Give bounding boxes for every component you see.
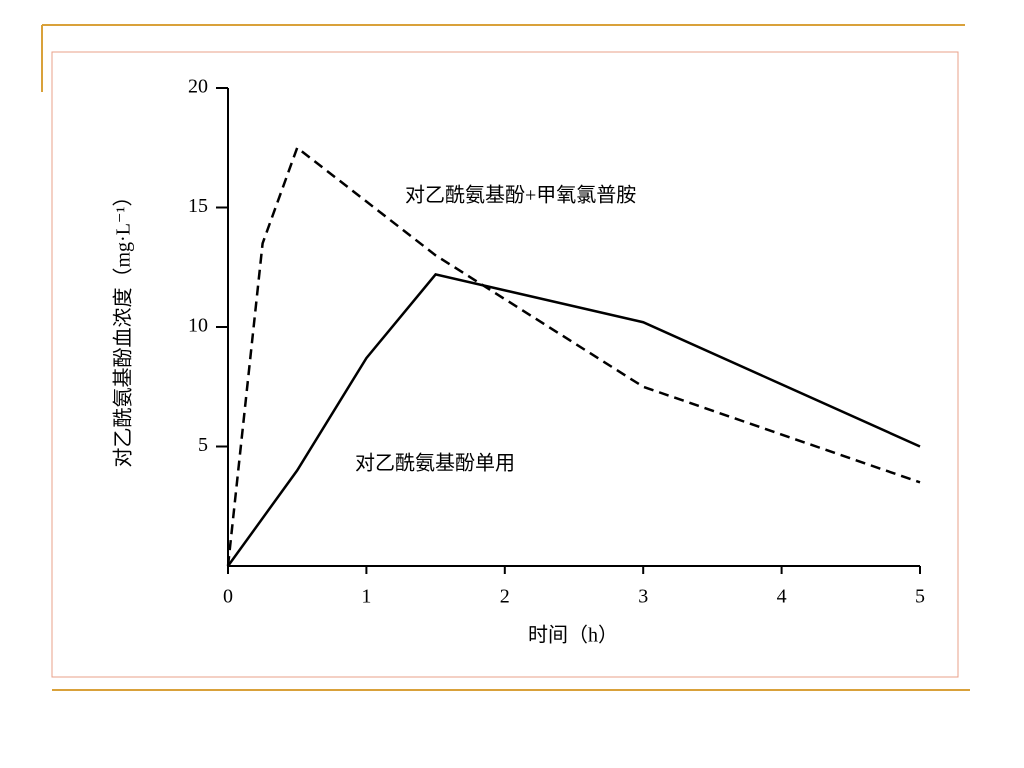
x-axis-label: 时间（h） [528, 624, 618, 647]
x-tick-label: 0 [223, 586, 233, 608]
x-tick-label: 2 [500, 586, 510, 608]
y-tick-label: 15 [188, 195, 208, 217]
series-line [226, 273, 921, 567]
chart-frame [51, 51, 959, 678]
series-label: 对乙酰氨基酚单用 [355, 452, 515, 475]
series-label: 对乙酰氨基酚+甲氧氯普胺 [405, 184, 636, 207]
y-tick-label: 10 [188, 315, 208, 337]
x-tick-label: 3 [638, 586, 648, 608]
y-axis-label: 对乙酰氨基酚血浓度（mg·L⁻¹） [112, 187, 135, 468]
series-line [226, 145, 921, 567]
x-tick-label: 1 [361, 586, 371, 608]
x-tick-label: 4 [777, 586, 787, 608]
x-tick-label: 5 [915, 586, 925, 608]
y-tick-label: 5 [198, 434, 208, 456]
y-tick-label: 20 [188, 76, 208, 98]
